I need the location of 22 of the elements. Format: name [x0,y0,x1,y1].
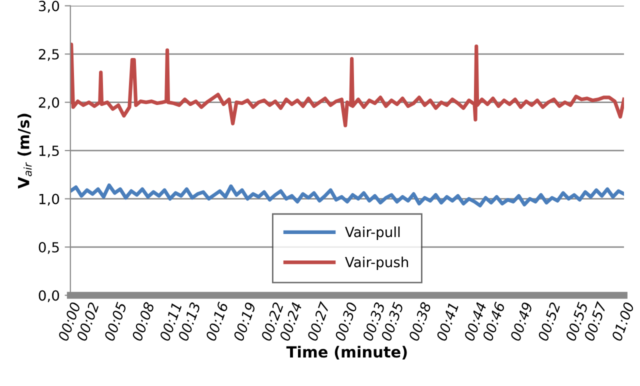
x-tick-label: 00:08 [132,301,155,342]
y-tick-label: 2,5 [38,49,59,61]
x-tick-label: 00:49 [510,302,533,342]
y-tick-label: 2,0 [38,97,60,110]
y-axis-title: V$_{air}$ (m/s) [18,114,32,189]
x-tick-label: 00:41 [436,302,459,342]
x-tick-label: 00:05 [104,302,127,342]
x-axis-title: Time (minute) [286,346,407,360]
x-tick-label: 00:19 [233,302,256,342]
x-tick-label: 00:52 [537,302,561,342]
x-tick-label: 00:38 [408,301,432,342]
legend-label: Vair-pull [345,226,400,240]
y-tick-label: 0,0 [38,290,60,302]
x-tick-label: 00:27 [306,301,330,342]
y-tick-label: 0,5 [38,242,59,254]
legend-label: Vair-push [345,256,408,270]
x-tick-label: 00:16 [205,302,228,342]
y-tick-label: 3,0 [38,0,60,13]
x-tick-label: 00:30 [334,302,358,342]
y-tick-label: 1,0 [39,194,60,206]
y-tick-label: 1,5 [39,146,59,158]
x-tick-label: 01:00 [611,302,634,342]
